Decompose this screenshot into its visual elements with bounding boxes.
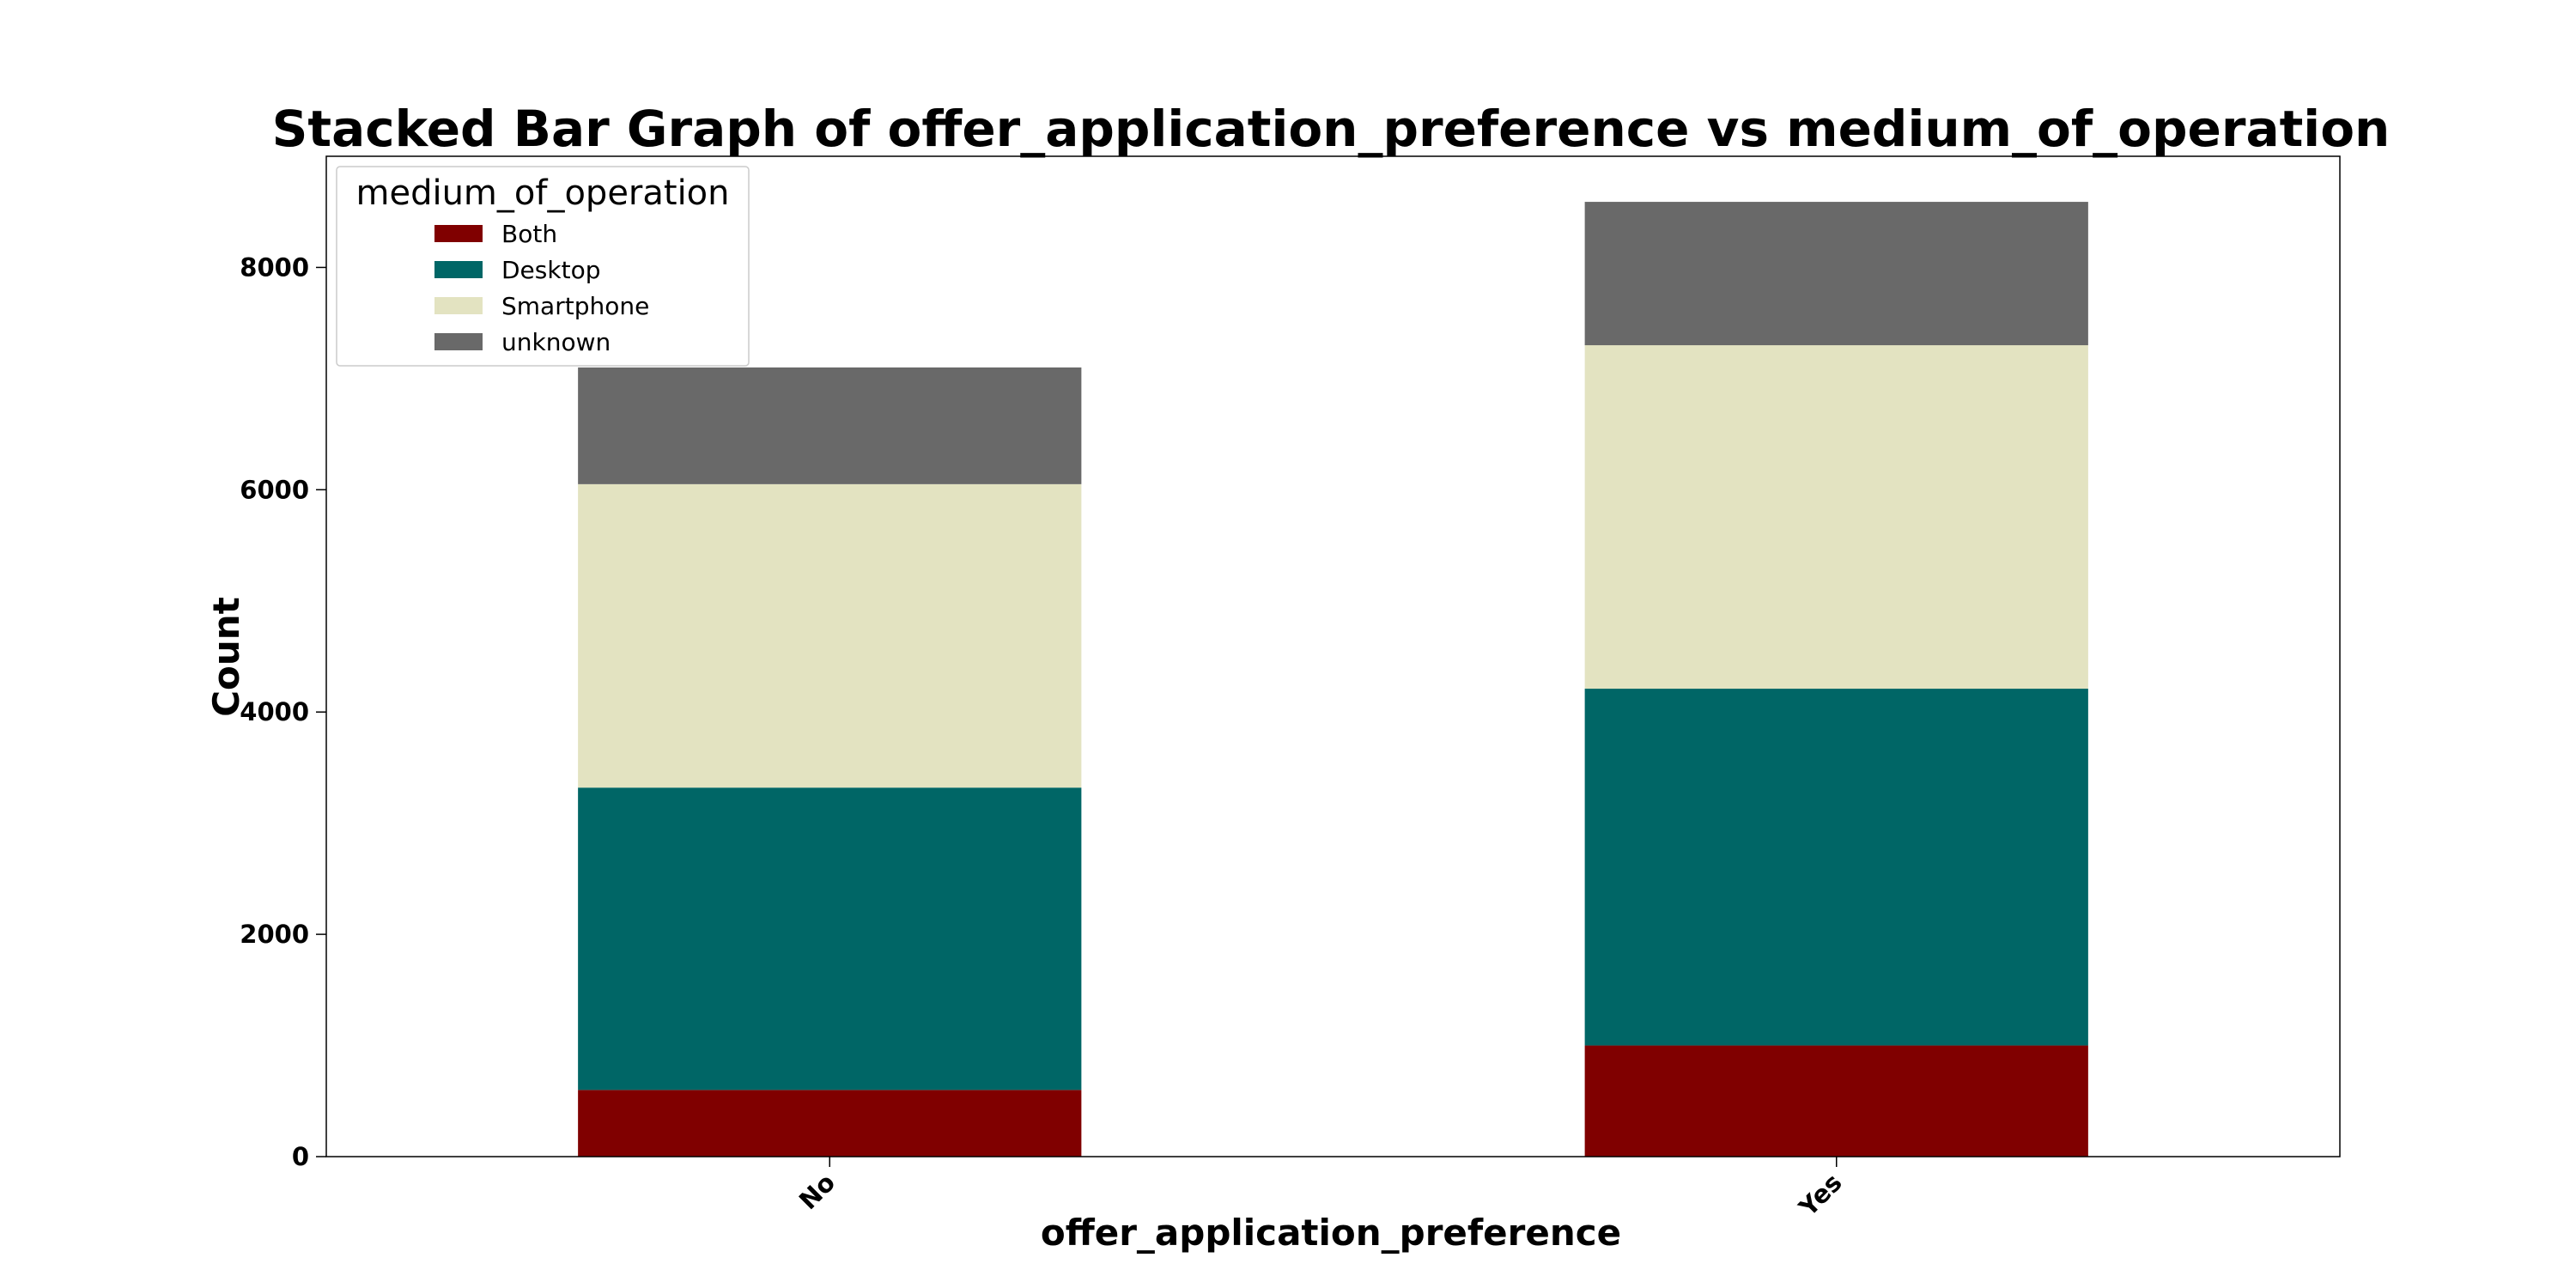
legend: medium_of_operation Both Desktop Smartphon… [336, 166, 750, 367]
plot-frame [325, 155, 2341, 1157]
legend-swatch-unknown [434, 333, 483, 350]
bar-yes-smartphone [1584, 345, 2088, 690]
bar-yes-both [1584, 1045, 2088, 1157]
legend-label-both: Both [501, 220, 557, 248]
y-tick-label: 0 [292, 1142, 309, 1171]
legend-items: Both Desktop Smartphone unknown [434, 220, 649, 356]
legend-swatch-smartphone [434, 297, 483, 314]
legend-box [336, 166, 750, 367]
bar-yes-unknown [1584, 202, 2088, 346]
y-tick-label: 8000 [240, 252, 309, 282]
y-tick-label: 6000 [240, 475, 309, 504]
bar-no-smartphone [578, 483, 1082, 788]
chart-title: Stacked Bar Graph of offer_application_p… [272, 100, 2391, 158]
legend-swatch-desktop [434, 261, 483, 278]
legend-label-smartphone: Smartphone [501, 292, 649, 320]
bars-group [578, 202, 2088, 1157]
legend-swatch-both [434, 225, 483, 242]
x-tick-label-yes: Yes [1793, 1168, 1848, 1223]
x-tick-label-no: No [793, 1168, 841, 1215]
y-tick-label: 2000 [240, 920, 309, 949]
bar-no-both [578, 1090, 1082, 1157]
y-axis: 0 2000 4000 6000 8000 [240, 252, 326, 1171]
bar-yes-desktop [1584, 689, 2088, 1046]
x-axis-label: offer_application_preference [1041, 1212, 1621, 1254]
legend-label-desktop: Desktop [501, 256, 600, 284]
y-tick-label: 4000 [240, 697, 309, 726]
y-axis-label: Count [205, 597, 247, 717]
legend-title: medium_of_operation [356, 173, 730, 213]
bar-no-desktop [578, 787, 1082, 1091]
bar-no-unknown [578, 367, 1082, 484]
legend-label-unknown: unknown [501, 328, 611, 356]
